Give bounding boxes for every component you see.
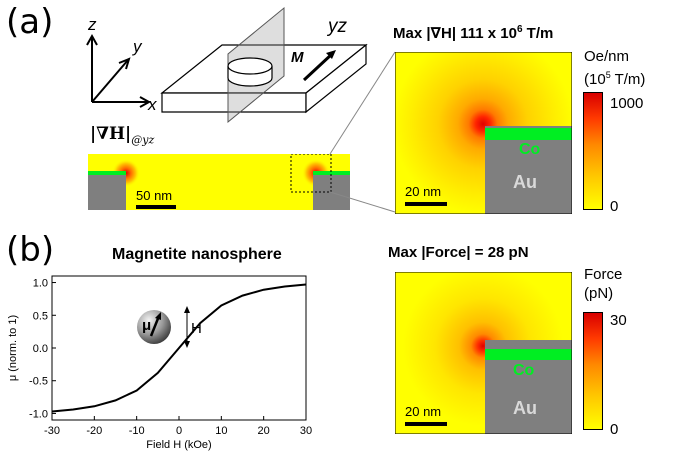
force-map-title-value: 28 pN xyxy=(487,244,529,261)
y-tick-label: -1.0 xyxy=(29,408,48,420)
x-tick-label: 0 xyxy=(176,425,182,437)
gradient-map-title-unit: T/m xyxy=(522,25,554,42)
y-axis-label: μ (norm. to 1) xyxy=(7,315,19,381)
cross-section-title: |∇H|@yz xyxy=(90,124,154,146)
gradient-symbol: |∇H| xyxy=(90,124,132,144)
gradient-map-title: Max |∇H| 111 x 106 T/m xyxy=(393,24,553,42)
magnetization-label: M xyxy=(291,49,304,66)
colorbar-b-unit-line1: Force xyxy=(584,266,623,283)
y-tick-label: 0.5 xyxy=(33,310,48,322)
axis-z-label: z xyxy=(87,15,97,34)
y-tick-label: -0.5 xyxy=(29,376,48,388)
x-tick-label: -20 xyxy=(86,425,102,437)
cross-section-subscript: @yz xyxy=(131,133,155,147)
cross-section-strip xyxy=(88,154,350,210)
colorbar-b-max: 30 xyxy=(610,312,627,329)
magnetization-arrow xyxy=(302,50,336,82)
curve-title: Magnetite nanosphere xyxy=(112,246,282,263)
colorbar-a-max: 1000 xyxy=(610,95,644,112)
field-label: H xyxy=(191,320,202,337)
zoom-box xyxy=(290,154,332,193)
y-tick-label: 1.0 xyxy=(33,278,48,290)
colorbar-a-min: 0 xyxy=(610,198,619,215)
moment-arrow xyxy=(149,315,161,337)
map-a-scale-bar-label: 20 nm xyxy=(405,184,442,199)
x-tick-label: -10 xyxy=(129,425,145,437)
magnetization-curve xyxy=(51,283,307,413)
force-map xyxy=(395,272,572,434)
panel-a-label: (a) xyxy=(6,2,54,42)
gradient-field-map xyxy=(395,52,572,214)
colorbar-a-unit: Oe/nm (105 T/m) xyxy=(584,48,645,89)
colorbar-a-unit-exp: 5 xyxy=(605,70,611,80)
x-tick-label: 30 xyxy=(300,425,312,437)
axis-x-label: x xyxy=(147,95,157,114)
gradient-map-title-text: Max |∇H| 111 x 10 xyxy=(393,25,517,42)
map-b-co-label: Co xyxy=(513,362,535,379)
plane-label: yz xyxy=(326,16,348,37)
x-tick-label: -30 xyxy=(44,425,60,437)
magnetic-disk xyxy=(227,57,273,87)
colorbar-a-unit-line1: Oe/nm xyxy=(584,48,630,65)
map-a-co-label: Co xyxy=(519,141,541,158)
moment-label: μ xyxy=(142,317,151,334)
map-a-au-label: Au xyxy=(513,172,537,192)
axis-y-label: y xyxy=(132,37,143,56)
colorbar-a-unit-post: T/m) xyxy=(610,71,646,88)
force-map-title-text: Max |Force| = xyxy=(388,244,488,261)
panel-b-label: (b) xyxy=(6,230,55,270)
map-b-au-label: Au xyxy=(513,398,537,418)
x-axis-label: Field H (kOe) xyxy=(146,439,211,451)
nanosphere-inset: μ H xyxy=(137,306,202,348)
y-tick-label: 0.0 xyxy=(33,343,48,355)
gradient-map-title-exponent: 6 xyxy=(516,24,523,35)
colorbar-b-min: 0 xyxy=(610,421,619,438)
x-tick-label: 20 xyxy=(258,425,270,437)
colorbar-a-unit-pre: (10 xyxy=(584,71,606,88)
colorbar-a xyxy=(583,92,603,210)
magnetization-chart: -30 -20 -10 0 10 20 30 -1.0 -0.5 0.0 0.5 1.0 Field H… xyxy=(7,275,312,451)
x-tick-label: 10 xyxy=(215,425,227,437)
colorbar-b-unit: Force (pN) xyxy=(584,265,622,303)
colorbar-b-unit-line2: (pN) xyxy=(584,285,614,302)
force-map-title: Max |Force| = 28 pN xyxy=(388,244,529,261)
device-schematic: z y x M yz xyxy=(86,6,368,124)
colorbar-b xyxy=(583,312,603,430)
scale-bar-50nm-label: 50 nm xyxy=(136,188,173,203)
coordinate-axes xyxy=(86,33,152,108)
map-b-scale-bar-label: 20 nm xyxy=(405,404,442,419)
